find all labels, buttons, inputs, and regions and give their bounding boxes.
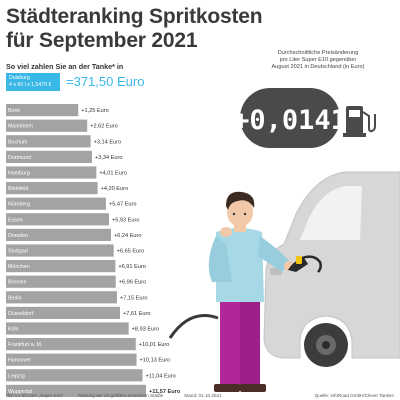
bar-1 bbox=[6, 104, 79, 117]
bar-13 bbox=[6, 291, 117, 304]
price-change-note-line-2: pro Liter Super E10 gegenüber bbox=[279, 57, 357, 63]
bar-17 bbox=[6, 353, 137, 366]
value-label: +3,34 Euro bbox=[95, 155, 123, 161]
price-change-value: +0,0141 bbox=[233, 105, 347, 136]
title-line-1: Städteranking Spritkosten bbox=[6, 5, 263, 28]
value-label: +7,61 Euro bbox=[123, 311, 151, 317]
value-label: +10,01 Euro bbox=[139, 342, 170, 348]
bar-14 bbox=[6, 306, 120, 319]
category-label: Essen bbox=[8, 217, 23, 223]
reference-city: Duisburg bbox=[9, 75, 30, 81]
subhead: So viel zahlen Sie an der Tanke* in bbox=[6, 62, 124, 71]
value-label: +7,15 Euro bbox=[120, 295, 148, 301]
category-label: München bbox=[8, 264, 30, 270]
title-line-2: für September 2021 bbox=[6, 29, 198, 52]
bar-11 bbox=[6, 260, 116, 273]
value-label: +11,04 Euro bbox=[146, 373, 176, 379]
footer-ranking: Ranking der 20 größten deutschen Städte bbox=[78, 393, 164, 398]
bar-9 bbox=[6, 228, 111, 241]
price-change-display: +0,0141 bbox=[233, 86, 390, 170]
bar-16 bbox=[6, 338, 136, 351]
bar-2 bbox=[6, 119, 88, 132]
price-change-note: Durchschnittliche Preisänderung pro Lite… bbox=[256, 50, 380, 71]
value-label: +10,13 Euro bbox=[140, 358, 171, 364]
category-label: Stuttgart bbox=[8, 249, 29, 255]
value-label: +4,01 Euro bbox=[99, 171, 127, 177]
value-label: +6,65 Euro bbox=[117, 249, 145, 255]
footer-source: Quelle: infoRoad GmbH/Clever Tanken bbox=[315, 393, 395, 398]
reference-total: =371,50 Euro bbox=[66, 74, 145, 89]
bar-7 bbox=[6, 197, 106, 210]
value-label: +3,14 Euro bbox=[94, 139, 122, 145]
bar-3 bbox=[6, 135, 91, 148]
category-label: Dortmund bbox=[8, 155, 31, 161]
bar-5 bbox=[6, 166, 97, 179]
reference-city-box: Duisburg 4 x 60 l x 1,5479 € bbox=[6, 73, 60, 91]
value-label: +11,57 Euro bbox=[149, 389, 181, 395]
bar-12 bbox=[6, 275, 116, 288]
bar-6 bbox=[6, 182, 98, 195]
value-label: +2,62 Euro bbox=[90, 124, 118, 130]
category-label: Nürnberg bbox=[8, 202, 30, 208]
category-label: Bochum bbox=[8, 139, 28, 145]
footer-note: *für 4 x 60 Liter „Super E10“ bbox=[6, 393, 64, 398]
bar-15 bbox=[6, 322, 129, 335]
category-label: Bremen bbox=[8, 280, 27, 286]
value-label: +1,25 Euro bbox=[81, 108, 109, 114]
value-label: +6,96 Euro bbox=[119, 280, 147, 286]
category-label: Dresden bbox=[8, 233, 28, 239]
bar-8 bbox=[6, 213, 109, 226]
page-title: Städteranking Spritkosten für September … bbox=[6, 5, 263, 53]
category-label: Köln bbox=[8, 327, 19, 333]
category-label: Wuppertal bbox=[8, 389, 32, 395]
price-change-note-line-1: Durchschnittliche Preisänderung bbox=[277, 50, 359, 56]
price-change-note-line-3: August 2021 in Deutschland (in Euro) bbox=[271, 64, 365, 70]
category-label: Hamburg bbox=[8, 171, 30, 177]
category-label: Bielefeld bbox=[8, 186, 28, 192]
category-label: Hannover bbox=[8, 358, 31, 364]
bar-19 bbox=[6, 384, 146, 397]
bar-chart: Bonn +1,25 Euro Mannheim +2,62 Euro Bochum +3… bbox=[6, 104, 181, 397]
category-label: Bonn bbox=[8, 108, 20, 114]
category-label: Düsseldorf bbox=[8, 311, 34, 317]
bar-10 bbox=[6, 244, 114, 257]
value-label: +5,47 Euro bbox=[109, 202, 137, 208]
bar-18 bbox=[6, 369, 143, 382]
reference-formula: 4 x 60 l x 1,5479 € bbox=[9, 82, 52, 88]
bar-4 bbox=[6, 150, 92, 163]
category-label: Leipzig bbox=[8, 373, 25, 379]
value-label: +6,91 Euro bbox=[118, 264, 146, 270]
person-illustration bbox=[168, 191, 322, 392]
car-illustration bbox=[263, 171, 400, 367]
value-label: +5,93 Euro bbox=[112, 217, 140, 223]
value-label: +6,24 Euro bbox=[114, 233, 142, 239]
footer-date: Stand: 01.10.2021 bbox=[184, 393, 222, 398]
value-label: +8,93 Euro bbox=[132, 327, 160, 333]
value-label: +4,20 Euro bbox=[101, 186, 129, 192]
category-label: Frankfurt a. M. bbox=[8, 342, 42, 348]
fuel-pump-icon bbox=[343, 106, 376, 137]
category-label: Mannheim bbox=[8, 124, 33, 130]
category-label: Berlin bbox=[8, 295, 22, 301]
